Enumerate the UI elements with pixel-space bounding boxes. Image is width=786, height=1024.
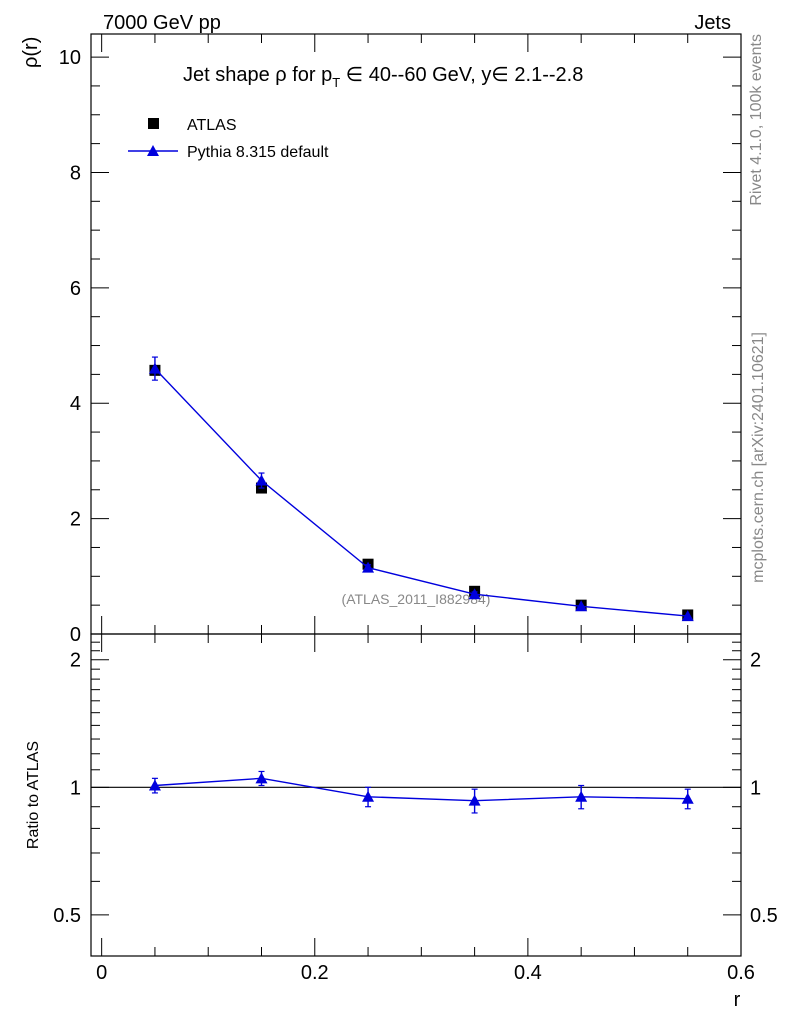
pythia-main-point [362, 561, 375, 573]
pythia-main-point [255, 474, 268, 486]
main-y-tick-label: 4 [70, 393, 81, 415]
ratio-y-tick-label-left: 2 [70, 650, 81, 672]
pythia-ratio-point [362, 790, 375, 802]
ratio-y-tick-label-right: 0.5 [750, 905, 778, 927]
x-tick-label: 0.4 [514, 962, 542, 984]
x-tick-label: 0.6 [727, 962, 755, 984]
main-y-tick-labels: 0 2 4 6 8 10 [59, 47, 81, 646]
main-series-group [148, 356, 694, 622]
pythia-main-point [148, 362, 161, 374]
header-category-label: Jets [694, 12, 731, 34]
legend-pythia-label: Pythia 8.315 default [187, 144, 329, 161]
ratio-y-tick-label-left: 1 [70, 777, 81, 799]
pythia-ratio-point [575, 790, 588, 802]
legend: ATLAS Pythia 8.315 default [128, 117, 329, 161]
main-y-tick-label: 6 [70, 278, 81, 300]
main-y-tick-label: 8 [70, 162, 81, 184]
analysis-watermark: (ATLAS_2011_I882984) [342, 591, 491, 607]
pythia-main-point [681, 610, 694, 622]
x-axis-label: r [734, 989, 741, 1011]
ratio-ylabel: Ratio to ATLAS [25, 741, 42, 849]
mcplots-source-label: mcplots.cern.ch [arXiv:2401.10621] [750, 332, 767, 583]
legend-atlas-marker [148, 118, 159, 129]
rivet-version-label: Rivet 4.1.0, 100k events [748, 34, 765, 206]
ratio-series-group [148, 770, 694, 814]
ratio-y-tick-label-right: 1 [750, 777, 761, 799]
pythia-main-point [575, 600, 588, 612]
main-y-tick-label: 2 [70, 509, 81, 531]
x-tick-label: 0 [96, 962, 107, 984]
ratio-y-tick-label-left: 0.5 [53, 905, 81, 927]
main-y-tick-label: 10 [59, 47, 81, 69]
pythia-ratio-point [255, 772, 268, 784]
x-tick-labels: 0 0.2 0.4 0.6 [96, 962, 755, 984]
main-axis-ticks [91, 34, 742, 635]
pythia-ratio-line [154, 777, 688, 802]
x-tick-label: 0.2 [301, 962, 329, 984]
legend-atlas-label: ATLAS [187, 117, 237, 134]
ratio-axis-ticks [91, 633, 742, 957]
pythia-main-point [468, 588, 481, 600]
plot-title: Jet shape ρ for pT ∈ 40--60 GeV, y∈ 2.1-… [183, 64, 583, 90]
ratio-plot-frame [90, 633, 742, 957]
header-energy-label: 7000 GeV pp [103, 12, 221, 34]
main-y-tick-label: 0 [70, 624, 81, 646]
ratio-y-tick-labels: 0.5 0.5 1 1 2 2 [53, 650, 778, 927]
pythia-main-line [154, 368, 688, 617]
pythia-ratio-point [681, 792, 694, 804]
ratio-plot-panel: 0.5 0.5 1 1 2 2 0 0.2 0.4 0.6 [53, 633, 778, 984]
ratio-y-tick-label-right: 2 [750, 650, 761, 672]
pythia-ratio-point [468, 794, 481, 806]
pythia-ratio-point [148, 779, 161, 791]
main-plot-panel: 0 2 4 6 8 10 Jet shape ρ for pT ∈ 40--60 GeV,… [59, 33, 742, 646]
legend-pythia-marker [147, 145, 159, 156]
main-ylabel: ρ(r) [20, 37, 42, 68]
